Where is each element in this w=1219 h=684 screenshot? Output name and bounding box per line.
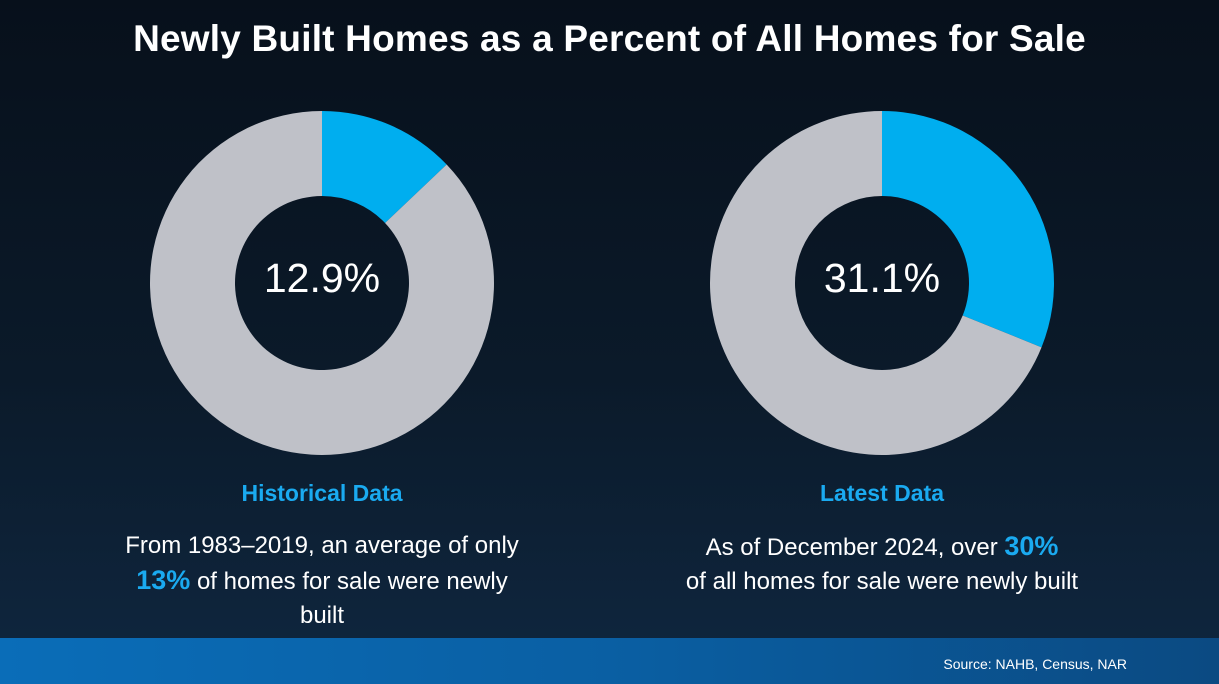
donut-center-label-historical: 12.9% xyxy=(263,255,381,301)
donut-slice-other xyxy=(150,111,495,455)
source-note: Source: NAHB, Census, NAR xyxy=(943,656,1127,672)
donut-chart-latest: 31.1% xyxy=(672,110,1092,456)
description-line: As of December 2024, over xyxy=(705,534,1005,561)
description-line: of all homes for sale were newly built xyxy=(685,568,1079,595)
highlight-value: 13% xyxy=(136,565,191,595)
donut-center-label-latest: 31.1% xyxy=(823,255,941,301)
historical-panel: 12.9% Historical Data From 1983–2019, an… xyxy=(112,110,532,633)
panel-title-historical: Historical Data xyxy=(241,480,403,506)
donut-chart-historical: 12.9% xyxy=(112,110,532,456)
panel-title-latest: Latest Data xyxy=(820,480,944,506)
description-line: From 1983–2019, an average of only xyxy=(125,532,519,559)
donut-slice-newly-built xyxy=(322,111,447,224)
footer-bar: Source: NAHB, Census, NAR xyxy=(0,638,1219,684)
description-historical: From 1983–2019, an average of only 13% o… xyxy=(112,529,532,633)
donut-slice-newly-built xyxy=(882,111,1054,348)
donut-latest-svg xyxy=(710,111,1054,456)
donut-historical-svg xyxy=(150,111,495,455)
description-line: of homes for sale were newly built xyxy=(190,568,508,629)
latest-panel: 31.1% Latest Data As of December 2024, o… xyxy=(672,110,1092,599)
highlight-value: 30% xyxy=(1004,531,1059,561)
page-title: Newly Built Homes as a Percent of All Ho… xyxy=(133,18,1086,59)
donut-slice-other xyxy=(710,111,1042,456)
description-latest: As of December 2024, over 30% of all hom… xyxy=(672,529,1092,599)
